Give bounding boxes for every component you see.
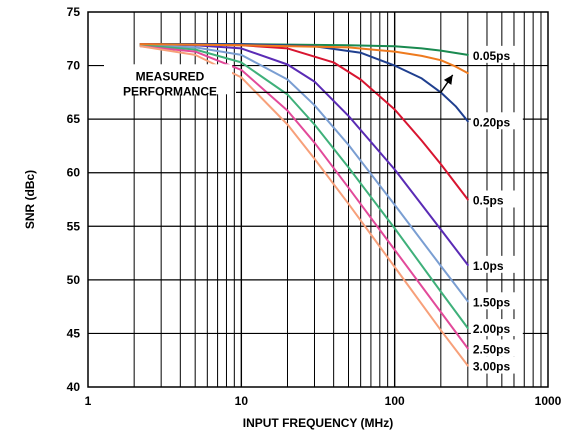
series-lines: [139, 43, 469, 367]
y-tick-label: 70: [67, 59, 81, 73]
series-line-8: [139, 43, 469, 75]
series-label-text: 0.20ps: [473, 115, 511, 129]
series-label-bg: [470, 45, 523, 63]
y-tick-label: 75: [67, 5, 81, 19]
series-label-1: 0.20ps: [470, 112, 523, 130]
series-label-0: 0.05ps: [470, 45, 523, 63]
series-label-text: 2.00ps: [473, 322, 511, 336]
x-tick-label: 1000: [535, 394, 562, 408]
y-tick-label: 45: [67, 326, 81, 340]
series-line-6: [139, 45, 469, 350]
series-label-bg: [470, 339, 523, 357]
plot-frame: [87, 11, 549, 388]
series-label-text: 0.5ps: [473, 194, 504, 208]
tick-labels: 1 10 100 1000 40 45 50 55 60 65 70 75: [67, 5, 562, 408]
x-tick-label: 10: [235, 394, 249, 408]
series-line-4: [139, 44, 469, 303]
annotation-bg: [104, 64, 232, 95]
series-label-5: 2.00ps: [470, 319, 523, 337]
series-line-3: [139, 43, 469, 266]
series-label-bg: [470, 319, 523, 337]
y-tick-label: 55: [67, 219, 81, 233]
series-label-bg: [470, 292, 523, 310]
annotation-arrow-head: [443, 74, 453, 85]
series-label-bg: [470, 112, 523, 130]
x-tick-label: 1: [85, 394, 92, 408]
y-tick-label: 65: [67, 112, 81, 126]
y-tick-label: 40: [67, 380, 81, 394]
annotation-text-line: MEASURED: [136, 69, 205, 83]
series-label-text: 0.05ps: [473, 49, 511, 63]
x-axis-title: INPUT FREQUENCY (MHz): [243, 416, 393, 430]
series-label-4: 1.50ps: [470, 292, 523, 310]
series-label-3: 1.0ps: [470, 255, 523, 273]
series-label-7: 3.00ps: [470, 356, 523, 374]
series-label-2: 0.5ps: [470, 190, 523, 208]
series-line-5: [139, 44, 469, 330]
series-labels: 0.05ps 0.20ps 0.5ps 1.0ps 1.50ps 2.00ps 2.50ps…: [470, 45, 523, 374]
series-label-text: 3.00ps: [473, 360, 511, 374]
series-label-bg: [470, 356, 523, 374]
annotation-text-line: PERFORMANCE: [123, 84, 217, 98]
y-tick-label: 50: [67, 273, 81, 287]
series-label-6: 2.50ps: [470, 339, 523, 357]
series-label-text: 2.50ps: [473, 342, 511, 356]
series-label-bg: [470, 190, 523, 208]
y-axis-title: SNR (dBc): [23, 170, 37, 229]
y-tick-label: 60: [67, 166, 81, 180]
x-tick-label: 100: [385, 394, 405, 408]
series-label-text: 1.0ps: [473, 259, 504, 273]
series-label-bg: [470, 255, 523, 273]
series-line-7: [139, 45, 469, 367]
series-label-text: 1.50ps: [473, 295, 511, 309]
